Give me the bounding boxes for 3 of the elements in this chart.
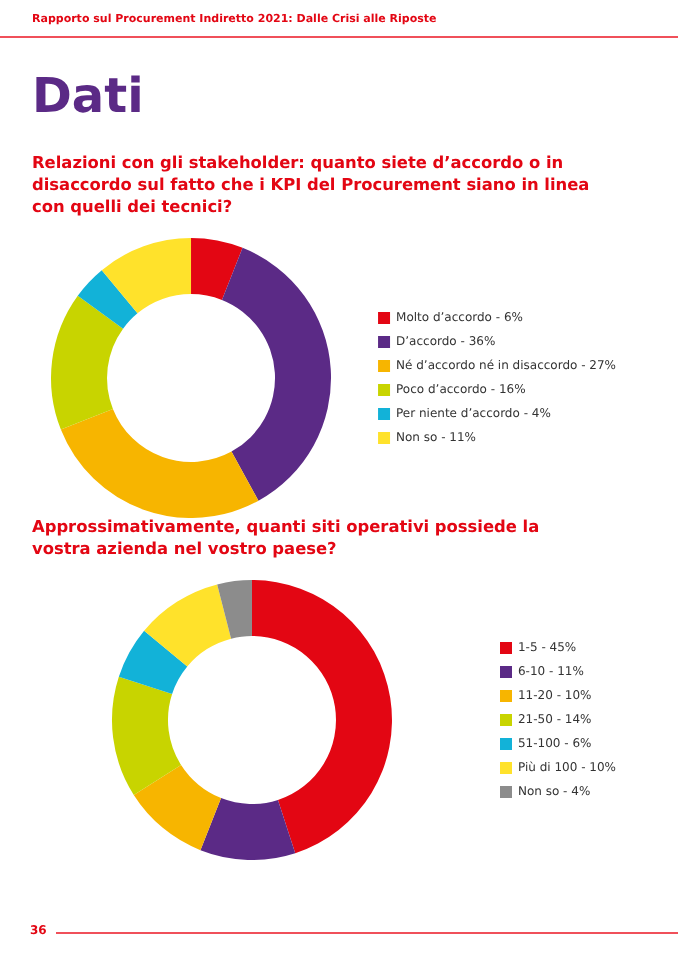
chart-title: Approssimativamente, quanti siti operativi possiede la vostra azienda nel vostro paese?: [32, 516, 542, 560]
chart-title: Relazioni con gli stakeholder: quanto siete d’accordo o in disaccordo sul fatto che i KPI del Procurement siano in linea con quelli dei tecnici?: [32, 152, 592, 218]
text: Dati: [32, 68, 144, 124]
